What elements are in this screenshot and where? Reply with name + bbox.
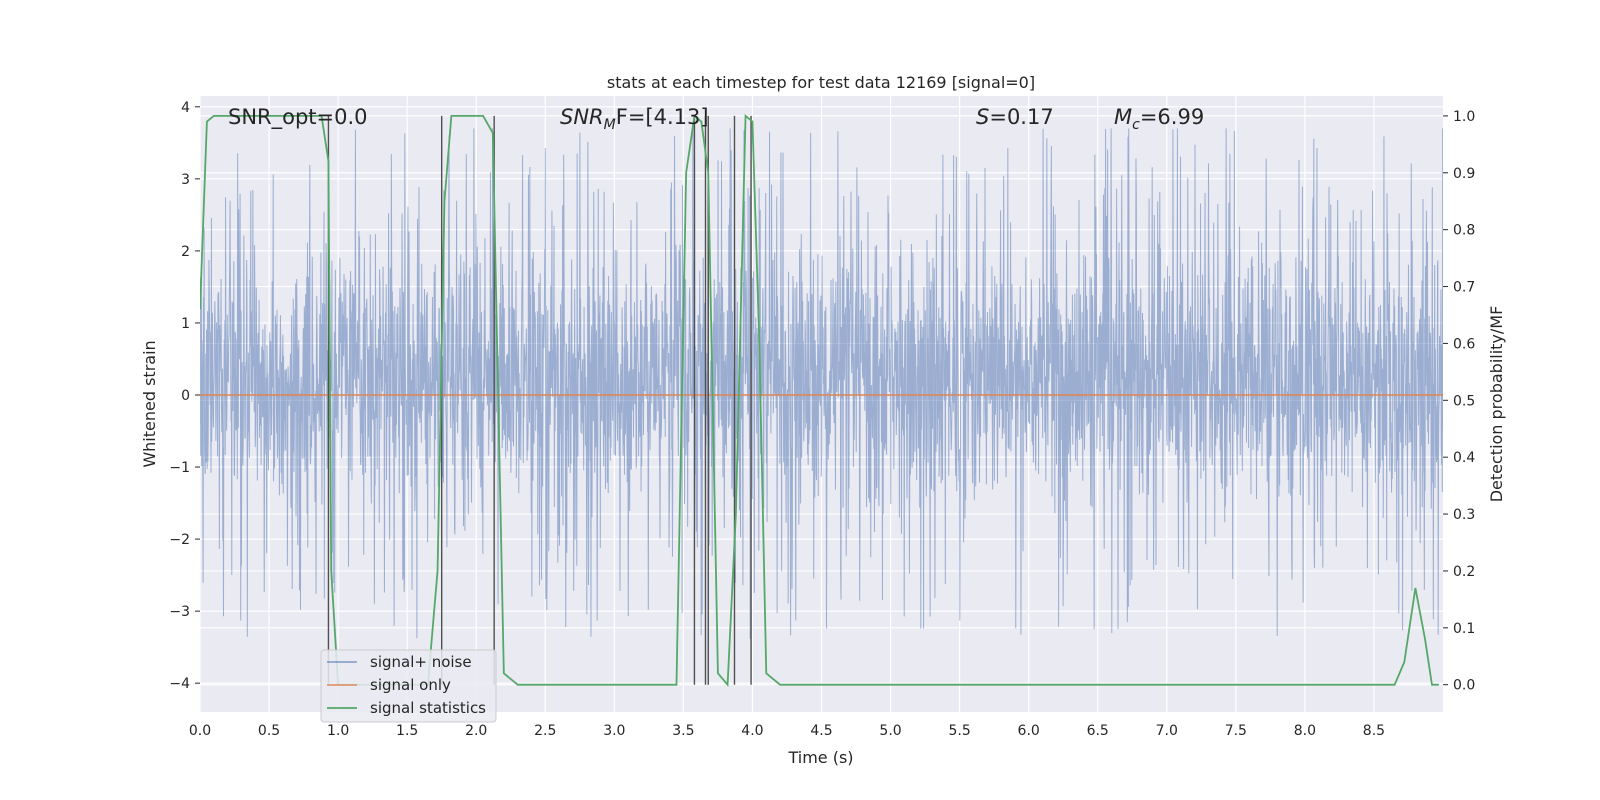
- legend-box: [320, 649, 497, 723]
- x-tick-label: 7.5: [1225, 723, 1247, 739]
- legend: signal+ noise signal only signal statist…: [320, 649, 497, 723]
- mc-sub: c: [1132, 117, 1140, 133]
- y-tick-label: −4: [169, 676, 190, 692]
- x-tick-label: 7.0: [1156, 723, 1178, 739]
- snr-mf-base: SNR: [560, 105, 604, 129]
- y2-tick-label: 0.6: [1453, 336, 1475, 352]
- y-tick-label: 1: [181, 316, 190, 332]
- y2-tick-label: 1.0: [1453, 109, 1475, 125]
- y2-tick-label: 0.5: [1453, 393, 1475, 409]
- y2-tick-label: 0.8: [1453, 223, 1475, 239]
- annotation-snr-opt: SNR_opt=0.0: [228, 105, 368, 130]
- x-tick-label: 4.0: [741, 723, 763, 739]
- x-tick-label: 5.5: [948, 723, 970, 739]
- x-tick-label: 1.5: [396, 723, 418, 739]
- snr-mf-rest: F=[4.13]: [616, 105, 709, 129]
- y2-tick-label: 0.0: [1453, 678, 1475, 694]
- annotation-mc: Mc=6.99: [1114, 105, 1204, 133]
- x-tick-label: 8.5: [1363, 723, 1385, 739]
- x-tick-label: 0.0: [189, 723, 211, 739]
- legend-label-signal-only: signal only: [370, 676, 451, 694]
- y2-tick-label: 0.3: [1453, 507, 1475, 523]
- y2-tick-label: 0.1: [1453, 621, 1475, 637]
- x-tick-label: 5.0: [879, 723, 901, 739]
- x-tick-label: 6.0: [1018, 723, 1040, 739]
- s-symbol: S: [976, 105, 989, 129]
- y-tick-label: −2: [169, 532, 190, 548]
- y-tick-label: 4: [181, 100, 190, 116]
- snr-mf-sub: M: [604, 117, 616, 133]
- x-tick-label: 3.5: [672, 723, 694, 739]
- y2-tick-label: 0.7: [1453, 280, 1475, 296]
- x-axis-label: Time (s): [787, 748, 853, 767]
- y-tick-label: −3: [169, 604, 190, 620]
- x-tick-label: 2.0: [465, 723, 487, 739]
- x-tick-label: 6.5: [1087, 723, 1109, 739]
- x-tick-label: 3.0: [603, 723, 625, 739]
- x-tick-label: 1.0: [327, 723, 349, 739]
- y2-tick-label: 0.9: [1453, 166, 1475, 182]
- legend-label-signal-noise: signal+ noise: [370, 653, 472, 671]
- x-tick-label: 8.0: [1294, 723, 1316, 739]
- y-tick-labels: 4 3 2 1 0 −1 −2 −3 −4: [169, 100, 200, 692]
- chart-title: stats at each timestep for test data 121…: [607, 73, 1035, 92]
- mc-value: =6.99: [1140, 105, 1204, 129]
- y-axis-label: Whitened strain: [140, 340, 159, 467]
- y-tick-label: 0: [181, 388, 190, 404]
- x-tick-label: 2.5: [534, 723, 556, 739]
- annotation-snr-mf: SNRMF=[4.13]: [560, 105, 709, 133]
- x-tick-labels: 0.0 0.5 1.0 1.5 2.0 2.5 3.0 3.5 4.0 4.5 5.0 5.5 6.0 6…: [189, 723, 1385, 739]
- s-value: =0.17: [989, 105, 1053, 129]
- y-tick-label: −1: [169, 460, 190, 476]
- y-tick-label: 2: [181, 244, 190, 260]
- y2-tick-label: 0.4: [1453, 450, 1475, 466]
- x-tick-label: 4.5: [810, 723, 832, 739]
- y2-axis-label: Detection probability/MF: [1487, 306, 1506, 503]
- annotation-s: S=0.17: [976, 105, 1054, 129]
- mc-base: M: [1114, 105, 1132, 129]
- y2-tick-labels: 1.0 0.9 0.8 0.7 0.6 0.5 0.4 0.3 0.2 0.1 0.0: [1443, 109, 1475, 694]
- series-signal-statistics: [200, 114, 1439, 688]
- legend-label-signal-statistics: signal statistics: [370, 699, 486, 717]
- y-tick-label: 3: [181, 172, 190, 188]
- series-signal-noise: [200, 128, 1443, 639]
- x-tick-label: 0.5: [258, 723, 280, 739]
- y2-tick-label: 0.2: [1453, 564, 1475, 580]
